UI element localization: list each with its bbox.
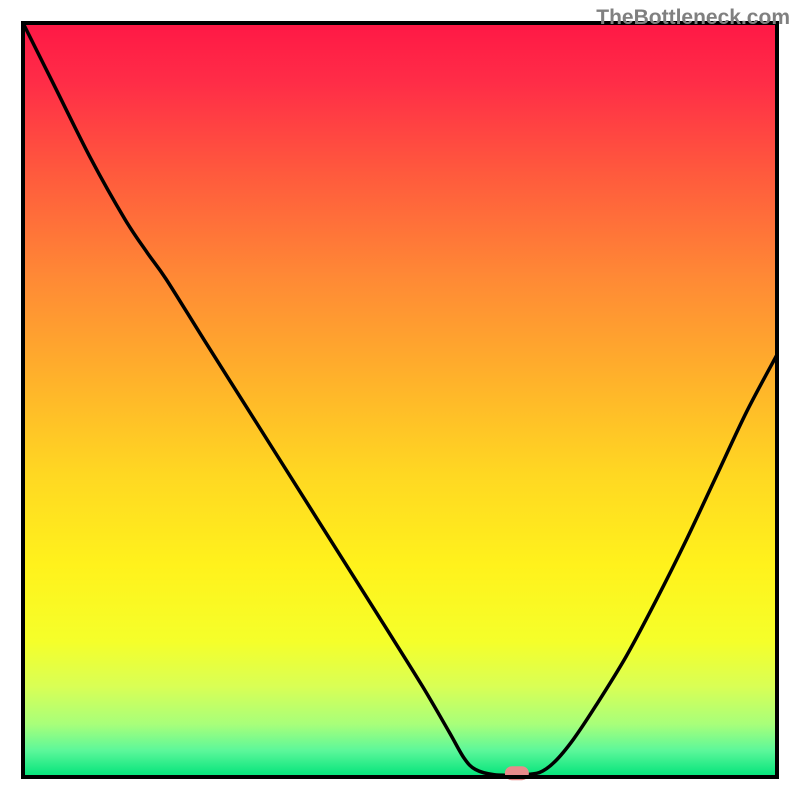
plot-background <box>23 23 777 777</box>
bottleneck-chart <box>0 0 800 800</box>
chart-container: TheBottleneck.com <box>0 0 800 800</box>
watermark-text: TheBottleneck.com <box>596 6 790 30</box>
